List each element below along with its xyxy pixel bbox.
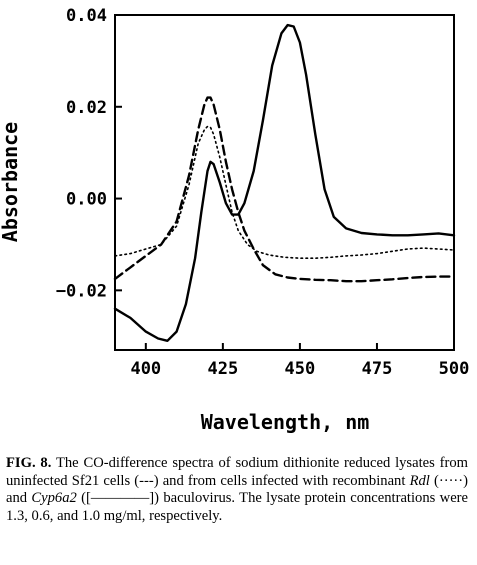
x-axis-title: Wavelength, nm (201, 410, 370, 434)
series-line-solid (113, 23, 456, 342)
caption-text: The CO-difference spectra of sodium dith… (6, 455, 468, 489)
x-tick-label: 500 (439, 359, 470, 379)
y-axis: −0.02 0.00 0.02 0.04 (56, 6, 122, 301)
y-tick-label: 0.00 (66, 190, 107, 210)
series-line-dashed (113, 96, 456, 283)
plot-frame (114, 14, 455, 351)
x-tick-label: 475 (362, 359, 393, 379)
x-tick-label: 400 (130, 359, 161, 379)
caption-text: baculovirus. The lysate protein concentr… (6, 490, 469, 524)
plot-area (113, 23, 456, 342)
y-axis-title: Absorbance (0, 122, 22, 242)
series-line-dotted (114, 125, 455, 260)
x-axis: 400 425 450 475 500 (130, 343, 469, 379)
caption-gene-rdl: Rdl (409, 472, 430, 489)
caption-text: ([————]) (81, 490, 159, 507)
figure-caption: FIG. 8. The CO-difference spectra of sod… (6, 455, 468, 525)
y-tick-label: 0.02 (66, 98, 107, 118)
x-tick-label: 425 (208, 359, 239, 379)
y-tick-label: 0.04 (66, 6, 107, 26)
y-tick-label: −0.02 (56, 281, 107, 301)
caption-text: (·····) and (6, 472, 469, 507)
caption-gene-cyp6a2: Cyp6a2 (31, 490, 77, 507)
caption-label: FIG. 8. (6, 455, 52, 471)
spectra-chart: 400 425 450 475 500 −0.02 0.00 0.02 0.04 Wavele… (0, 6, 469, 434)
x-tick-label: 450 (285, 359, 316, 379)
